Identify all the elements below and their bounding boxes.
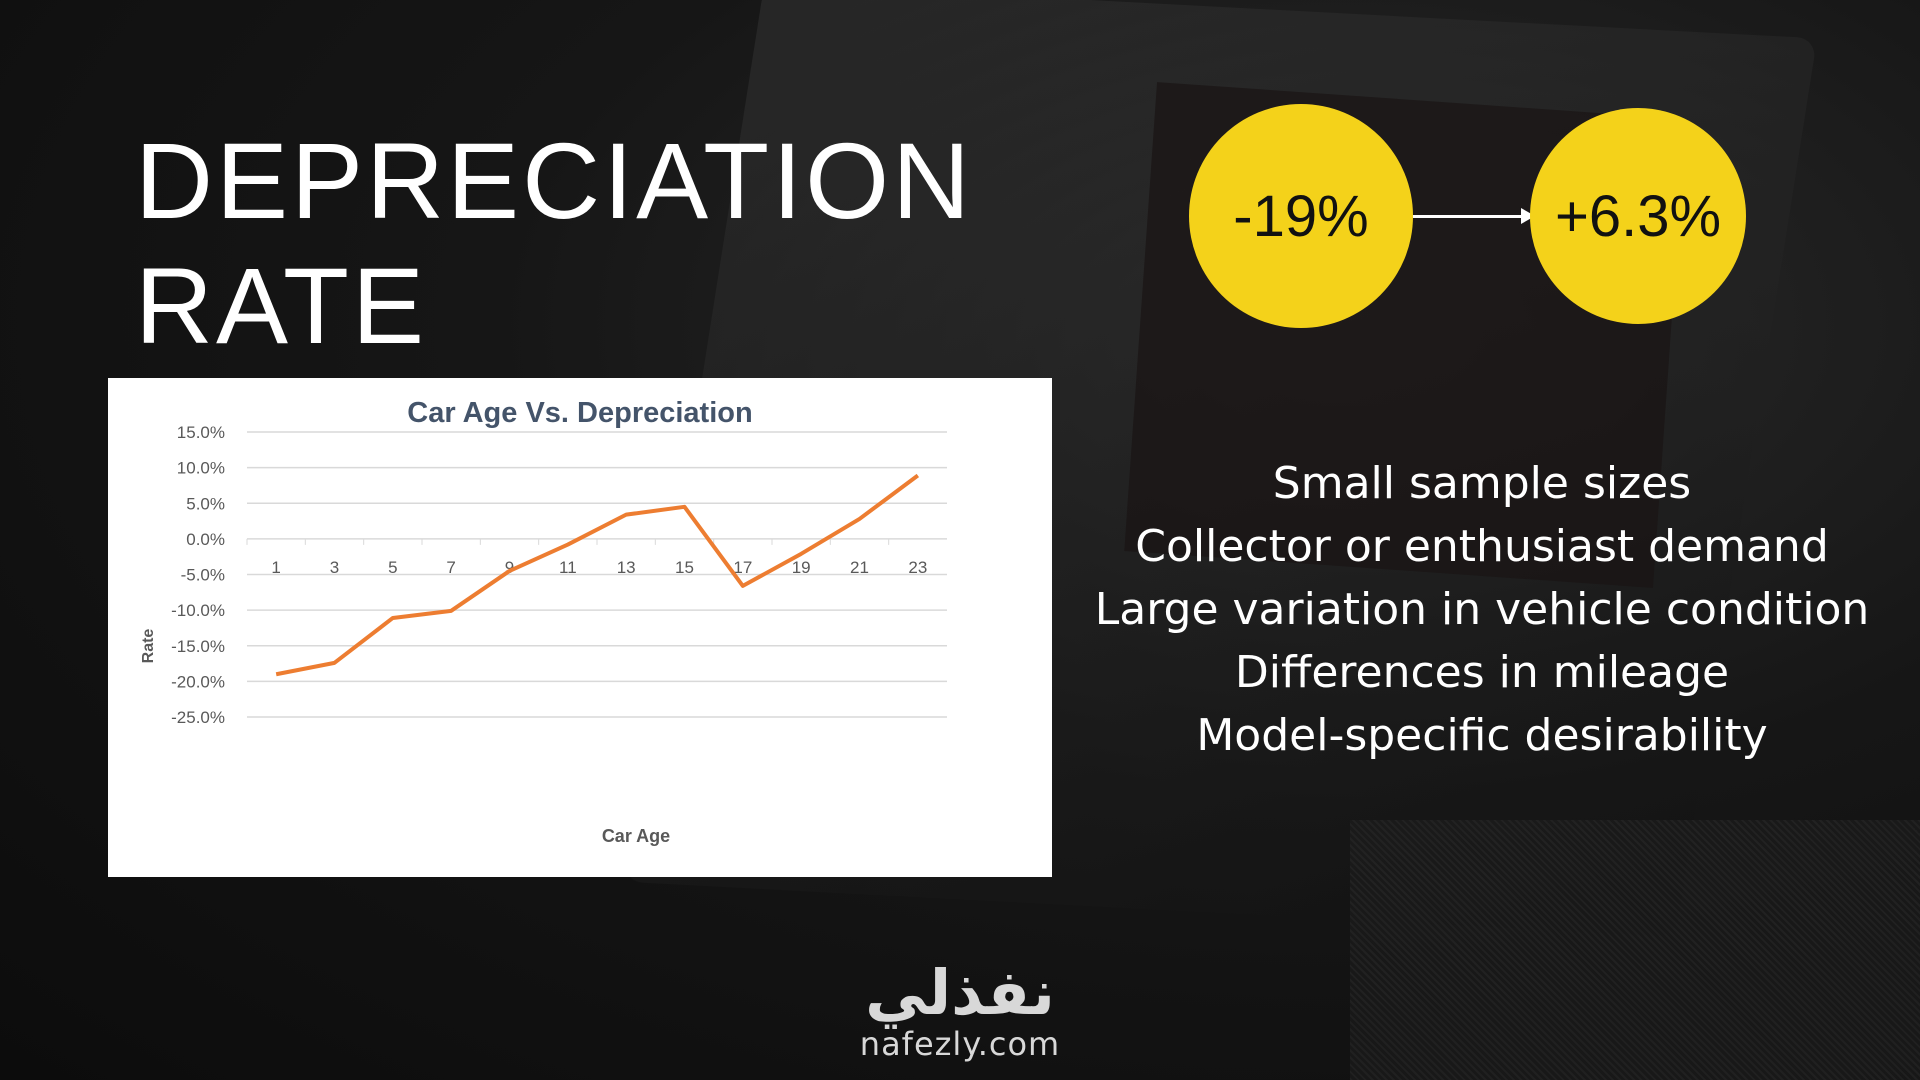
x-tick-label: 9	[505, 558, 514, 577]
series-line	[275, 473, 920, 677]
logo-latin: nafezly.com	[859, 1025, 1061, 1063]
stat-before-badge: -19%	[1189, 104, 1413, 328]
title-line-2: RATE	[135, 245, 428, 366]
reason-item: Model-specific desirability	[1196, 710, 1768, 761]
x-tick-label: 1	[271, 558, 280, 577]
x-tick-label: 11	[559, 558, 577, 577]
reasons-list: Small sample sizes Collector or enthusia…	[1080, 452, 1884, 767]
x-tick-label: 17	[733, 558, 752, 577]
nafezly-logo: نفذلي nafezly.com	[840, 956, 1080, 1063]
slide-title: DEPRECIATION RATE	[135, 118, 973, 368]
x-tick-label: 3	[330, 558, 339, 577]
y-tick-label: 0.0%	[186, 530, 225, 549]
y-tick-label: 10.0%	[177, 459, 225, 478]
y-tick-label: -25.0%	[171, 708, 225, 727]
x-tick-label: 21	[850, 558, 869, 577]
logo-arabic: نفذلي	[865, 956, 1055, 1029]
x-tick-label: 15	[675, 558, 694, 577]
x-tick-label: 7	[446, 558, 455, 577]
x-axis-label: Car Age	[602, 826, 670, 846]
reason-item: Small sample sizes	[1272, 458, 1692, 509]
y-tick-label: 5.0%	[186, 494, 225, 513]
x-tick-label: 19	[792, 558, 811, 577]
line-chart: Car Age Vs. Depreciation Rate Car Age 15…	[140, 397, 947, 846]
reason-item: Large variation in vehicle condition	[1094, 584, 1870, 635]
chart-panel: Car Age Vs. Depreciation Rate Car Age 15…	[108, 378, 1052, 877]
title-line-1: DEPRECIATION	[135, 120, 974, 241]
y-tick-label: -20.0%	[171, 672, 225, 691]
x-tick-label: 13	[617, 558, 636, 577]
y-tick-label: -15.0%	[171, 637, 225, 656]
x-tick-label: 23	[908, 558, 927, 577]
arrow-right-icon	[1413, 208, 1535, 224]
stat-after-badge: +6.3%	[1530, 108, 1746, 324]
background-fabric	[1350, 820, 1920, 1080]
y-tick-label: 15.0%	[177, 423, 225, 442]
chart-title: Car Age Vs. Depreciation	[407, 397, 752, 429]
reason-item: Collector or enthusiast demand	[1135, 521, 1829, 572]
y-axis-label: Rate	[140, 629, 157, 664]
stat-after-value: +6.3%	[1554, 183, 1722, 249]
stat-before-value: -19%	[1233, 183, 1369, 249]
x-tick-label: 5	[388, 558, 397, 577]
reason-item: Differences in mileage	[1234, 647, 1730, 698]
y-tick-label: -5.0%	[181, 566, 225, 585]
y-tick-label: -10.0%	[171, 601, 225, 620]
